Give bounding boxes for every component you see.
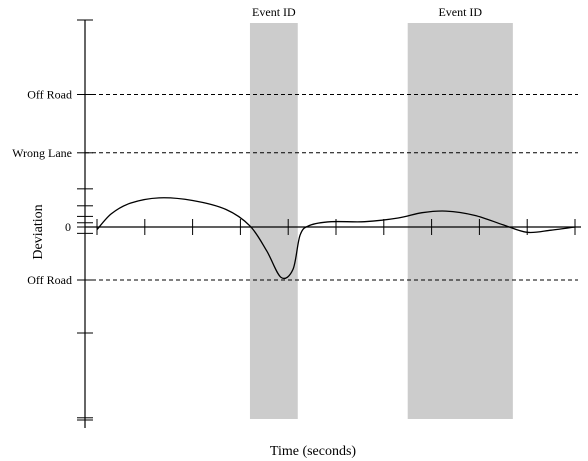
event-band <box>407 23 513 419</box>
x-axis-title: Time (seconds) <box>270 444 357 459</box>
y-axis-title: Deviation <box>31 204 46 259</box>
chart-labels: 0 Deviation Time (seconds) Event ID Event… <box>12 5 482 459</box>
reference-line-label: Off Road <box>27 88 72 102</box>
event-band <box>249 23 298 419</box>
event-label: Event ID <box>252 5 296 19</box>
deviation-series-line <box>96 197 576 280</box>
event-bands <box>249 23 513 419</box>
reference-line-label: Off Road <box>27 273 72 287</box>
reference-line-label: Wrong Lane <box>12 146 72 160</box>
event-label: Event ID <box>438 5 482 19</box>
y-zero-tick-label: 0 <box>65 220 71 234</box>
series-layer <box>96 197 576 280</box>
axis-ticks <box>77 19 576 421</box>
axes <box>84 20 581 428</box>
